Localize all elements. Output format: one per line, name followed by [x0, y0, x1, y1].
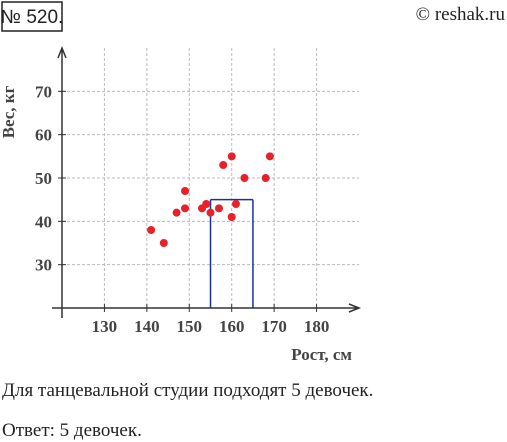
x-axis [52, 303, 362, 313]
text-line: Ответ: 5 девочек. [2, 420, 142, 441]
y-tick-label: 60 [35, 126, 52, 145]
point [227, 152, 236, 161]
point [214, 204, 223, 213]
y-tick-label: 30 [35, 256, 52, 275]
x-tick-label: 140 [134, 317, 160, 336]
problem-number: № 520. [1, 7, 64, 28]
x-tick-label: 150 [177, 317, 203, 336]
y-axis [57, 45, 67, 318]
y-axis-label: Вес, кг [0, 85, 18, 138]
x-tick-label: 170 [261, 317, 287, 336]
point [181, 204, 190, 213]
x-axis-label: Рост, см [291, 345, 352, 364]
point [265, 152, 274, 161]
point [202, 200, 211, 208]
point [227, 213, 236, 221]
point [206, 208, 215, 217]
point [231, 200, 240, 208]
text-line: Для танцевальной студии подходят 5 девоч… [2, 380, 373, 401]
y-tick-label: 40 [35, 212, 52, 231]
watermark: © reshak.ru [416, 4, 506, 25]
point [261, 174, 270, 182]
point [240, 174, 249, 182]
x-tick-label: 180 [304, 317, 330, 336]
point [147, 226, 156, 234]
point [159, 239, 168, 247]
y-tick-label: 70 [35, 82, 52, 101]
number-box [1, 1, 63, 32]
x-tick-label: 160 [219, 317, 245, 336]
point [181, 187, 190, 195]
x-tick-label: 130 [92, 317, 118, 336]
point [219, 161, 228, 169]
y-tick-label: 50 [35, 169, 52, 188]
point [172, 208, 181, 217]
